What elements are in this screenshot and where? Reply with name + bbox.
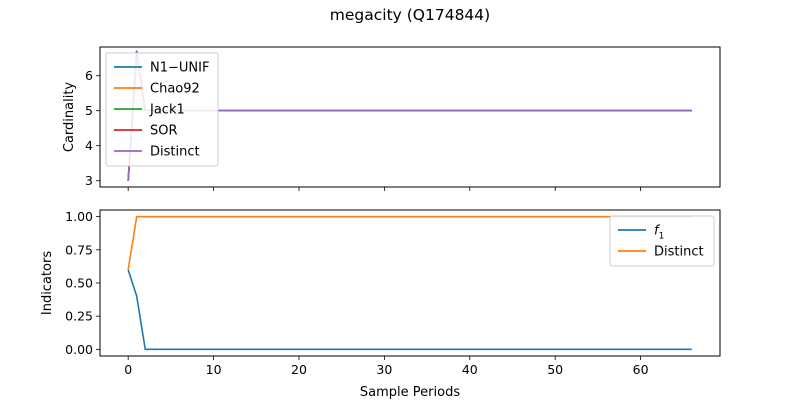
- legend-label: Distinct: [150, 145, 200, 160]
- x-tick-label: 10: [206, 362, 222, 377]
- legend: N1−UNIF Chao92 Jack1 SOR Distinct: [105, 52, 219, 167]
- series-line-indicators-1: [127, 215, 692, 270]
- x-tick-label: 40: [462, 362, 478, 377]
- legend-label: f1: [654, 224, 664, 242]
- y-tick-label: 5: [85, 103, 93, 118]
- x-tick-label: 30: [376, 362, 392, 377]
- y-tick-label: 0.50: [65, 276, 93, 291]
- y-tick-label: 0.75: [65, 242, 93, 257]
- legend-label: Chao92: [150, 82, 200, 97]
- x-tick-label: 0: [124, 362, 132, 377]
- y-tick-label: 4: [85, 138, 93, 153]
- y-axis-label: Indicators: [40, 251, 55, 315]
- axes-frame: [99, 46, 721, 188]
- x-tick-label: 20: [291, 362, 307, 377]
- legend: f1 Distinct: [609, 215, 715, 267]
- x-tick-label: 50: [547, 362, 563, 377]
- y-tick-label: 3: [85, 173, 93, 188]
- cardinality-axes: 3 4 5 6 Cardinality N1−UNIF Chao92 Jack1 SOR Dist…: [62, 46, 721, 191]
- figure-title: megacity (Q174844): [330, 6, 490, 24]
- y-tick-label: 6: [85, 68, 93, 83]
- y-tick-label: 0.00: [65, 342, 93, 357]
- legend-label: Jack1: [149, 103, 185, 118]
- legend-label: SOR: [150, 124, 178, 139]
- y-tick-label: 0.25: [65, 309, 93, 324]
- indicators-axes: 0 10 20 30 40 50 60 0.00 0.25 0.50 0.75 1.00 Indicat…: [40, 209, 721, 400]
- series-line-indicators-0: [127, 269, 692, 351]
- x-tick-label: 60: [633, 362, 649, 377]
- legend-label: Distinct: [654, 245, 704, 260]
- legend-box: [609, 215, 715, 267]
- y-tick-label: 1.00: [65, 209, 93, 224]
- legend-label: N1−UNIF: [150, 61, 209, 76]
- legend-box: [105, 52, 219, 167]
- y-axis-label: Cardinality: [62, 82, 77, 153]
- x-axis-label: Sample Periods: [360, 385, 460, 400]
